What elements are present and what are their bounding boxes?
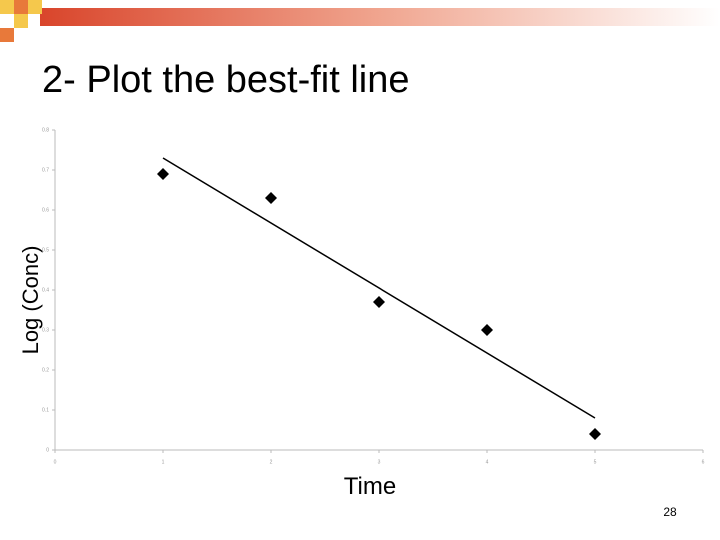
x-tick-label: 0 (54, 459, 57, 465)
x-tick-label: 1 (162, 459, 165, 465)
y-tick-label: 0.1 (42, 407, 49, 413)
y-tick-label: 0.4 (42, 287, 49, 293)
data-point (373, 296, 385, 308)
y-tick-label: 0 (46, 447, 49, 453)
y-tick-label: 0.2 (42, 367, 49, 373)
chart-title: 2- Plot the best-fit line (42, 59, 410, 101)
x-axis-label: Time (344, 473, 396, 500)
header-square (0, 0, 14, 14)
x-tick-label: 4 (486, 459, 489, 465)
y-axis-label: Log (Conc) (18, 246, 43, 355)
data-point (157, 168, 169, 180)
y-tick-label: 0.8 (42, 127, 49, 133)
data-point (589, 428, 601, 440)
header-bar (40, 8, 720, 26)
y-tick-label: 0.7 (42, 167, 49, 173)
data-point (265, 192, 277, 204)
y-tick-label: 0.3 (42, 327, 49, 333)
data-point (481, 324, 493, 336)
y-tick-label: 0.5 (42, 247, 49, 253)
x-tick-label: 5 (594, 459, 597, 465)
header-square (28, 0, 42, 14)
slide-number: 28 (663, 505, 677, 519)
best-fit-line (162, 157, 596, 419)
x-tick-label: 3 (378, 459, 381, 465)
x-tick-label: 2 (270, 459, 273, 465)
y-tick-label: 0.6 (42, 207, 49, 213)
x-tick-label: 6 (702, 459, 705, 465)
header-square (14, 14, 28, 28)
header-square (14, 0, 28, 14)
header-square (0, 28, 14, 42)
